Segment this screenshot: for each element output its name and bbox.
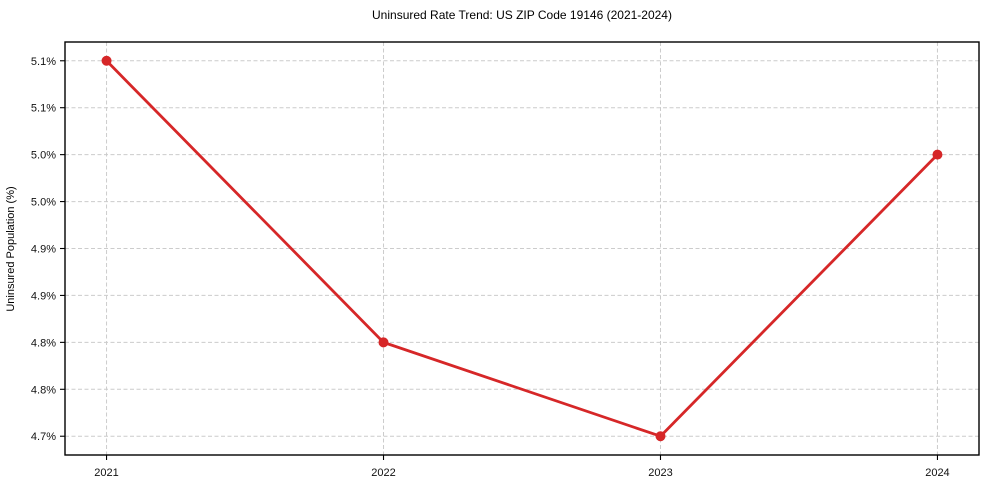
y-tick-label: 4.9%: [31, 290, 56, 302]
plot-frame: [64, 41, 980, 456]
trend-line: [105, 59, 939, 438]
y-tick-label: 4.7%: [31, 431, 56, 443]
chart-title: Uninsured Rate Trend: US ZIP Code 19146 …: [372, 8, 672, 22]
data-point-2024: [932, 149, 943, 160]
y-tick-label: 4.8%: [31, 384, 56, 396]
y-tick-label: 5.1%: [31, 103, 56, 115]
y-tick-label: 5.0%: [31, 150, 56, 162]
x-tick-label: 2024: [925, 467, 949, 479]
x-tick-label: 2021: [94, 467, 118, 479]
x-tick-label: 2022: [371, 467, 395, 479]
y-tick-label: 4.9%: [31, 244, 56, 256]
y-tick-label: 4.8%: [31, 337, 56, 349]
x-tick-label: 2023: [648, 467, 672, 479]
data-point-2022: [378, 337, 389, 348]
y-tick-label: 5.1%: [31, 56, 56, 68]
data-point-2021: [101, 55, 112, 66]
data-point-2023: [655, 431, 666, 442]
y-tick-label: 5.0%: [31, 197, 56, 209]
